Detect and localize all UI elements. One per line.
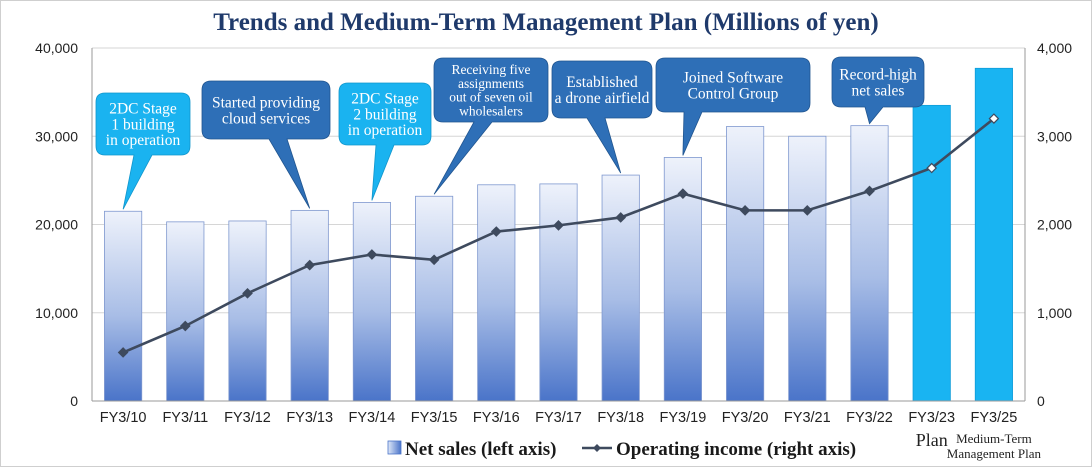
point-operating-income (304, 259, 316, 271)
callout-text: Receiving five assignments out of seven oi… (449, 62, 533, 118)
bar-net-sales-fy3-13 (290, 209, 329, 402)
point-operating-income (428, 254, 440, 266)
x-tick-label: FY3/17 (535, 410, 582, 426)
x-tick-label: FY3/12 (224, 410, 271, 426)
chart-title: Trends and Medium-Term Management Plan (… (213, 9, 879, 36)
y-tick-right: 0 (1037, 393, 1045, 409)
callout-text: Record-high net sales (839, 67, 917, 100)
y-tick-left: 30,000 (35, 128, 78, 144)
y-tick-left: 10,000 (35, 305, 78, 321)
callout-text: Joined Software Control Group (683, 70, 783, 103)
point-operating-income (366, 249, 378, 260)
x-tick-label: FY3/22 (846, 410, 893, 426)
y-tick-right: 4,000 (1037, 40, 1072, 56)
legend-label-operating-income: Operating income (right axis) (616, 439, 856, 460)
callout-bubble (655, 57, 811, 156)
callout-text: Started providing cloud services (212, 95, 320, 128)
line-layer (117, 113, 1000, 358)
x-tick-label: FY3/16 (473, 410, 520, 426)
callout-fy3-14: 2DC Stage 2 building in operation (338, 82, 432, 201)
legend: Net sales (left axis) Operating income (… (387, 439, 856, 460)
bar-net-sales-fy3-23 (912, 104, 951, 402)
legend-marker-operating-income (593, 444, 601, 452)
legend-label-net-sales: Net sales (left axis) (405, 439, 556, 460)
callout-bubble (95, 92, 191, 210)
legend-swatch-net-sales (387, 440, 402, 455)
point-operating-income (117, 347, 129, 358)
callout-text: Established a drone airfield (555, 74, 650, 107)
x-tick-label: FY3/20 (722, 410, 769, 426)
x-tick-label: FY3/21 (784, 410, 831, 426)
callout-fy3-15: Receiving five assignments out of seven oi… (433, 57, 549, 195)
x-tick-sublabel: Medium-Term Management Plan (947, 431, 1042, 461)
callout-fy3-22: Record-high net sales (831, 56, 925, 125)
x-tick-label: FY3/11 (162, 410, 208, 426)
point-operating-income (677, 188, 689, 199)
axes-layer: 0 0 10,000 1,000 20,000 2,000 30,000 3,000 40,00… (35, 40, 1072, 461)
callout-bubble (201, 80, 331, 209)
y-tick-left: 0 (70, 393, 78, 409)
callout-fy3-19: Joined Software Control Group (655, 57, 811, 156)
x-tick-label: FY3/25 (971, 410, 1018, 426)
x-tick-label: FY3/23 (908, 410, 955, 426)
bar-net-sales-fy3-20 (726, 126, 765, 402)
bar-net-sales-fy3-10 (104, 210, 143, 402)
bar-net-sales-fy3-15 (415, 195, 454, 402)
point-operating-income (988, 113, 1000, 124)
y-tick-left: 40,000 (35, 40, 78, 56)
bar-net-sales-fy3-12 (228, 220, 267, 402)
y-tick-right: 3,000 (1037, 128, 1072, 144)
point-operating-income (242, 287, 253, 299)
y-tick-right: 2,000 (1037, 217, 1072, 233)
callout-bubble (551, 60, 653, 174)
x-tick-label: FY3/10 (100, 410, 147, 426)
callout-fy3-13: Started providing cloud services (201, 80, 331, 209)
callout-fy3-18: Established a drone airfield (551, 60, 653, 174)
point-operating-income (739, 205, 751, 216)
x-tick-sublabel: Plan (916, 430, 948, 450)
x-tick-label: FY3/15 (411, 410, 458, 426)
bar-net-sales-fy3-11 (166, 221, 205, 402)
bar-net-sales-fy3-22 (850, 125, 889, 402)
callout-bubble (433, 57, 549, 195)
x-tick-label: FY3/14 (349, 410, 396, 426)
callout-text: 2DC Stage 1 building in operation (106, 101, 181, 150)
point-operating-income (179, 320, 191, 332)
y-tick-left: 20,000 (35, 217, 78, 233)
bar-net-sales-fy3-17 (539, 183, 578, 402)
y-tick-right: 1,000 (1037, 305, 1072, 321)
point-operating-income (801, 205, 813, 216)
x-tick-label: FY3/13 (286, 410, 333, 426)
point-operating-income (864, 185, 875, 197)
point-operating-income (490, 226, 502, 237)
point-operating-income (553, 220, 564, 231)
callout-text: 2DC Stage 2 building in operation (348, 91, 423, 140)
callout-bubble (831, 56, 925, 125)
x-tick-label: FY3/18 (597, 410, 644, 426)
bar-net-sales-fy3-16 (477, 184, 516, 402)
callout-bubble (338, 82, 432, 201)
bar-net-sales-fy3-14 (352, 202, 391, 402)
callout-layer: 2DC Stage 1 building in operation Started p… (95, 56, 925, 210)
bar-net-sales-fy3-21 (788, 135, 827, 402)
bar-net-sales-fy3-18 (601, 174, 640, 402)
callout-fy3-10: 2DC Stage 1 building in operation (95, 92, 191, 210)
point-operating-income (926, 162, 938, 174)
point-operating-income (615, 212, 627, 223)
x-tick-label: FY3/19 (660, 410, 707, 426)
